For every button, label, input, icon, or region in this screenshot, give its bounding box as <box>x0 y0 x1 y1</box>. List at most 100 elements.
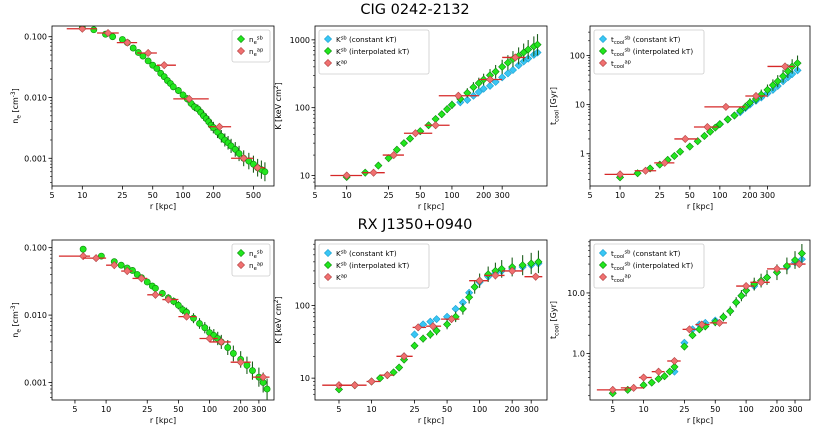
x-tick-label: 300 <box>524 405 539 414</box>
sb-point <box>736 106 745 115</box>
legend-label: neap <box>249 47 264 58</box>
const-point <box>503 69 512 78</box>
axes-frame <box>51 239 275 401</box>
sb-point <box>779 72 788 81</box>
ap-point <box>531 272 540 281</box>
ap-point <box>389 151 398 160</box>
sb-point <box>474 79 483 88</box>
ap-point <box>92 254 101 263</box>
sb-point <box>670 362 679 371</box>
x-tick-label: 10 <box>615 191 625 200</box>
ap-point <box>185 94 194 103</box>
legend-label: tcoolsb (constant kT) <box>611 249 681 260</box>
legend-marker <box>323 46 333 56</box>
series-ap <box>322 266 543 390</box>
x-tick-label: 200 <box>769 405 784 414</box>
sb-point <box>469 83 478 92</box>
ap-point <box>681 134 690 143</box>
sb-point <box>117 261 125 269</box>
ap-point <box>182 312 191 321</box>
sb-point <box>742 286 751 295</box>
ap-point <box>151 290 160 299</box>
sb-point <box>90 26 98 34</box>
sb-point <box>503 58 512 67</box>
y-tick-label: 0.100 <box>24 33 47 42</box>
x-tick-label: 5 <box>610 405 615 414</box>
sb-point <box>680 342 689 351</box>
sb-point <box>723 115 732 124</box>
y-tick-label: 10 <box>300 374 310 383</box>
ap-point <box>485 75 495 84</box>
sb-point <box>410 341 419 350</box>
x-tick-label: 500 <box>246 191 261 200</box>
legend-label: nesb <box>249 35 263 46</box>
sb-point <box>693 137 702 146</box>
sb-point <box>229 350 237 357</box>
chart-0: 0.001 0.010 0.100 5 10 25 50 100 200 500 r [kpc] ne… <box>11 25 275 211</box>
ap-point <box>795 260 804 269</box>
ap-point <box>757 278 766 287</box>
axes-frame <box>589 25 811 187</box>
x-tick-label: 5 <box>72 405 77 414</box>
sb-point <box>384 154 393 163</box>
x-tick-label: 5 <box>587 191 592 200</box>
chart-1: 10 100 1000 5 10 25 50 100 200 300 r [kpc] K [keV c… <box>274 25 548 211</box>
y-tick-label: 10 <box>300 171 310 180</box>
sb-point <box>395 363 404 372</box>
y-tick-label: 0.001 <box>24 154 47 163</box>
sb-point <box>243 361 251 369</box>
const-point <box>514 61 523 70</box>
y-tick-label: 0.100 <box>24 244 47 253</box>
legend-box <box>593 29 705 75</box>
legend-marker <box>323 34 333 44</box>
legend: Ksb (constant kT) Ksb (interpolated kT) Ka… <box>318 243 430 289</box>
sb-point <box>524 45 533 54</box>
ap-point <box>350 381 359 390</box>
sb-point <box>201 324 209 332</box>
sb-point <box>654 374 663 383</box>
axes-frame <box>314 25 548 187</box>
sb-point <box>670 151 679 160</box>
ap-point <box>369 168 378 177</box>
ap-point <box>236 358 245 367</box>
y-tick-label: 100 <box>295 104 310 113</box>
sb-point <box>261 168 269 176</box>
series-ap <box>66 26 265 172</box>
x-tick-label: 5 <box>336 405 341 414</box>
plot-area <box>322 250 543 394</box>
sb-point <box>688 331 697 340</box>
chart-2: 1 10 100 5 10 25 50 100 200 300 r [kpc] tcool [Gyr]… <box>549 25 811 211</box>
sb-point <box>443 320 452 329</box>
sb-point <box>745 98 754 107</box>
sb-point <box>793 59 802 68</box>
y-tick-label: 10.0 <box>567 289 585 298</box>
ap-point <box>491 271 500 280</box>
y-axis-label: ne [cm-3] <box>11 88 22 123</box>
x-tick-label: 50 <box>148 191 158 200</box>
x-tick-label: 50 <box>173 405 183 414</box>
ap-point <box>428 322 437 331</box>
sb-point <box>639 381 648 390</box>
legend: Ksb (constant kT) Ksb (interpolated kT) Ka… <box>318 29 430 75</box>
x-tick-label: 100 <box>712 191 727 200</box>
series-ap <box>330 53 526 180</box>
ap-point <box>411 129 420 138</box>
ap-point <box>414 323 423 332</box>
x-tick-label: 25 <box>142 405 152 414</box>
legend-marker <box>598 260 608 270</box>
legend: tcoolsb (constant kT)tcoolsb (interpolat… <box>593 243 705 289</box>
chart-5: 1.0 10.0 5 10 25 50 100 200 300 r [kpc] tcool [Gyr… <box>549 239 811 425</box>
ap-point <box>447 315 456 324</box>
sb-point <box>432 326 441 335</box>
sb-point <box>498 62 507 71</box>
const-point <box>508 65 517 74</box>
legend-label: tcoolsb (interpolated kT) <box>611 47 693 58</box>
legend-marker <box>598 248 608 258</box>
x-tick-label: 50 <box>442 405 452 414</box>
axes-frame <box>51 25 275 187</box>
x-tick-label: 300 <box>787 405 802 414</box>
const-point <box>485 81 495 90</box>
plot-area <box>604 55 802 182</box>
legend: tcoolsb (constant kT)tcoolsb (interpolat… <box>593 29 705 75</box>
sb-point <box>465 293 474 302</box>
